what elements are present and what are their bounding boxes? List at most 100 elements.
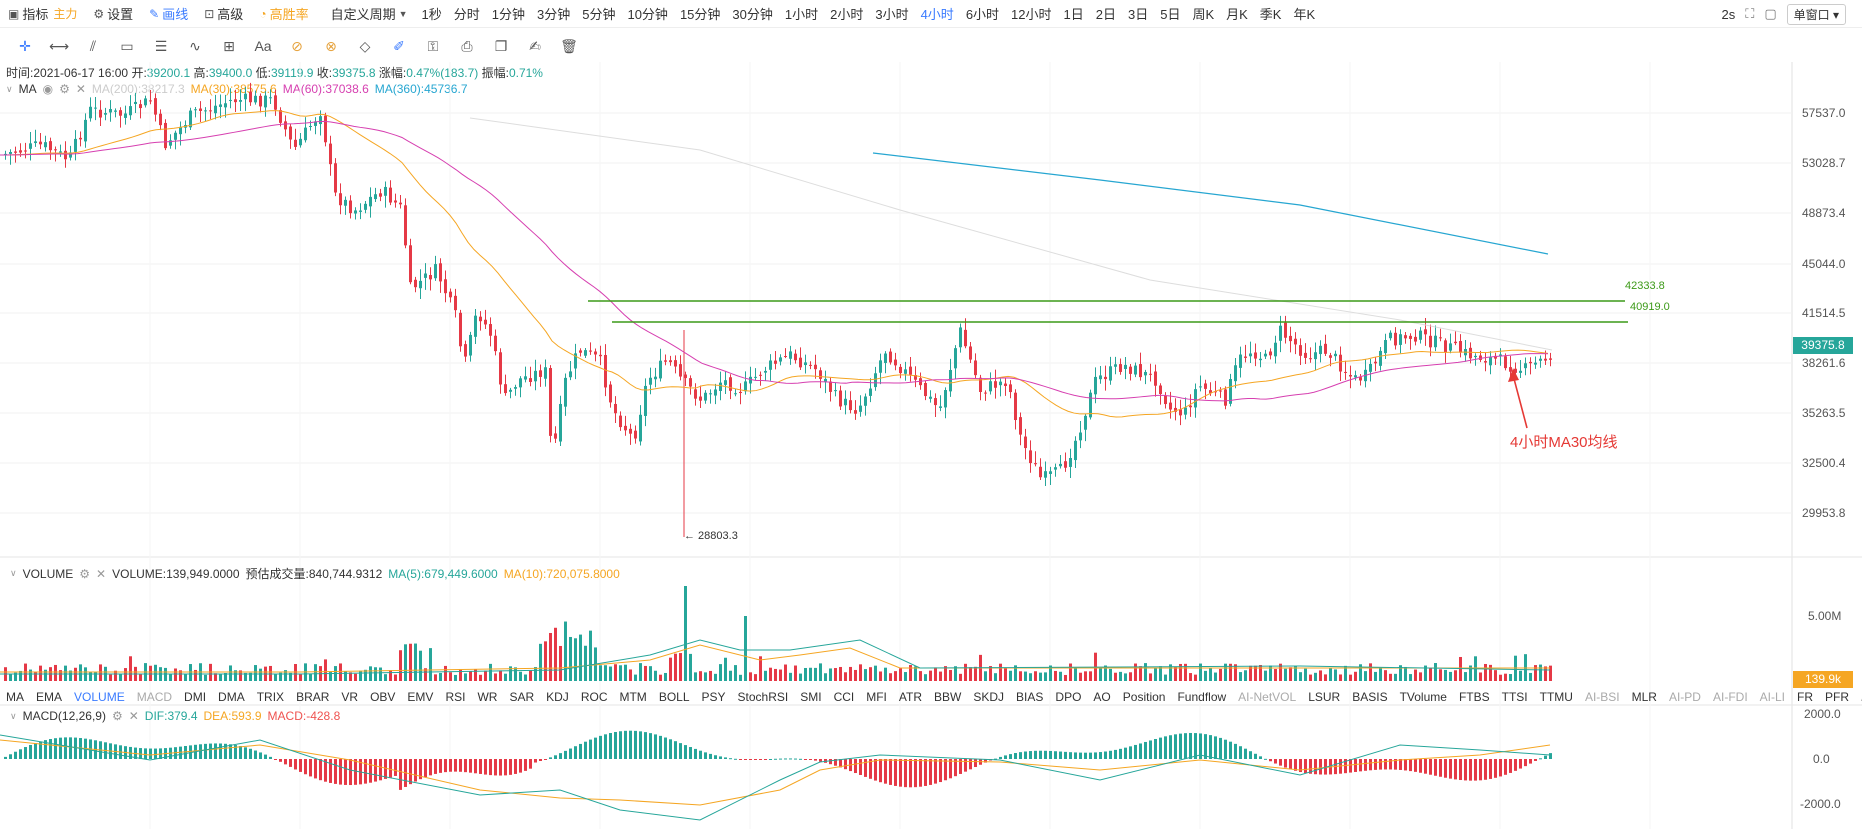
ruler-tool-icon[interactable]: ◇ bbox=[359, 37, 371, 54]
period-tab[interactable]: 年K bbox=[1293, 7, 1316, 22]
delete-last-icon[interactable]: ⎙ bbox=[461, 37, 473, 54]
indicator-tab[interactable]: AI-PD bbox=[1668, 690, 1701, 704]
indicator-tab[interactable]: BRAR bbox=[296, 690, 330, 704]
indicator-tab[interactable]: AI-FDI bbox=[1712, 690, 1748, 704]
period-tab[interactable]: 季K bbox=[1259, 7, 1282, 22]
text-tool-icon[interactable]: Aa bbox=[254, 38, 272, 54]
trash-icon[interactable]: 🗑 bbox=[560, 37, 578, 54]
rectangle-tool-icon[interactable]: ▭ bbox=[120, 37, 134, 54]
indicator-tab[interactable]: KDJ bbox=[546, 690, 569, 704]
indicator-tab[interactable]: ATR bbox=[898, 690, 923, 704]
period-tab[interactable]: 周K bbox=[1192, 7, 1215, 22]
indicator-tab[interactable]: BASIS bbox=[1352, 690, 1388, 704]
indicator-tab[interactable]: TTSI bbox=[1501, 690, 1528, 704]
indicator-tab[interactable]: TRIX bbox=[256, 690, 285, 704]
indicator-tab[interactable]: SAR bbox=[509, 690, 535, 704]
indicator-tab[interactable]: RSI bbox=[445, 690, 466, 704]
indicator-tab[interactable]: BBW bbox=[934, 690, 962, 704]
indicator-tab[interactable]: SMI bbox=[800, 690, 822, 704]
indicator-tab[interactable]: PSY bbox=[701, 690, 726, 704]
indicator-tab[interactable]: EMA bbox=[36, 690, 63, 704]
advanced-button[interactable]: ⊡ 高级 bbox=[204, 6, 244, 23]
indicator-tab[interactable]: AI-BSI bbox=[1584, 690, 1620, 704]
period-tab[interactable]: 2小时 bbox=[830, 7, 864, 22]
indicator-tab[interactable]: TVolume bbox=[1399, 690, 1447, 704]
indicator-tab[interactable]: AI-NetVOL bbox=[1238, 690, 1297, 704]
period-tab[interactable]: 4小时 bbox=[920, 7, 954, 22]
period-tab[interactable]: 12小时 bbox=[1011, 7, 1052, 22]
magnet-weak-icon[interactable]: ⊘ bbox=[291, 37, 303, 54]
gear-icon[interactable]: ⚙ bbox=[111, 709, 123, 723]
indicator-tab[interactable]: MTM bbox=[619, 690, 647, 704]
horizontal-line-tool-icon[interactable]: ⟷ bbox=[48, 37, 70, 54]
period-tab[interactable]: 15分钟 bbox=[679, 7, 721, 22]
wave-tool-icon[interactable]: ∿ bbox=[189, 37, 201, 54]
period-tab[interactable]: 3日 bbox=[1127, 7, 1149, 22]
trend-line-tool-icon[interactable]: ⫽ bbox=[89, 37, 97, 54]
indicator-tab[interactable]: WR bbox=[477, 690, 498, 704]
screenshot-icon[interactable]: ▢ bbox=[1764, 6, 1777, 21]
indicator-tab[interactable]: VR bbox=[341, 690, 359, 704]
indicator-tab[interactable]: LSUR bbox=[1308, 690, 1341, 704]
period-tab[interactable]: 1秒 bbox=[421, 7, 442, 22]
indicator-tab[interactable]: ROC bbox=[580, 690, 608, 704]
indicator-tab[interactable]: CCI bbox=[833, 690, 855, 704]
indicator-tab[interactable]: VOLUME bbox=[74, 690, 125, 704]
parallel-channel-tool-icon[interactable]: ☰ bbox=[154, 37, 168, 54]
indicator-tab[interactable]: Fundflow bbox=[1177, 690, 1227, 704]
draw-line-button[interactable]: ✎ 画线 bbox=[149, 6, 189, 23]
indicator-tab[interactable]: PFR bbox=[1825, 690, 1849, 704]
indicator-tab[interactable]: DMA bbox=[218, 690, 245, 704]
indicator-tab[interactable]: FTBS bbox=[1458, 690, 1490, 704]
indicator-tab[interactable]: MFI bbox=[866, 690, 887, 704]
window-select[interactable]: 单窗口 ▾ bbox=[1786, 3, 1846, 25]
indicator-tab[interactable]: BOLL bbox=[658, 690, 690, 704]
collapse-chevron-icon[interactable]: ∨ bbox=[10, 710, 17, 721]
keep-drawing-icon[interactable]: ✐ bbox=[393, 37, 405, 54]
measure-tool-icon[interactable]: ⊞ bbox=[223, 37, 235, 54]
period-tab[interactable]: 月K bbox=[1226, 7, 1248, 22]
indicator-tab[interactable]: TTMU bbox=[1539, 690, 1573, 704]
high-winrate-button[interactable]: ◔ 高胜率 bbox=[259, 6, 309, 23]
indicator-tab[interactable]: MLR bbox=[1631, 690, 1657, 704]
period-tab[interactable]: 1分钟 bbox=[491, 7, 525, 22]
indicator-tab[interactable]: BIAS bbox=[1016, 690, 1044, 704]
close-icon[interactable]: ✕ bbox=[128, 709, 139, 723]
magnet-strong-icon[interactable]: ⊗ bbox=[325, 37, 337, 54]
refresh-interval[interactable]: 2s bbox=[1721, 6, 1736, 22]
crosshair-tool-icon[interactable]: ✛ bbox=[19, 37, 31, 54]
indicator-tab[interactable]: MACD bbox=[136, 690, 173, 704]
indicator-tab[interactable]: FR bbox=[1797, 690, 1813, 704]
indicator-tab[interactable]: DMI bbox=[184, 690, 207, 704]
period-tab[interactable]: 6小时 bbox=[965, 7, 1000, 22]
period-tab[interactable]: 1日 bbox=[1063, 7, 1084, 22]
eye-icon[interactable]: ◉ bbox=[42, 82, 54, 96]
close-icon[interactable]: ✕ bbox=[96, 566, 107, 581]
indicator-tab[interactable]: AI-LI bbox=[1759, 690, 1785, 704]
indicator-tab[interactable]: AI-BST bbox=[1855, 690, 1862, 704]
collapse-chevron-icon[interactable]: ∨ bbox=[10, 568, 17, 578]
indicator-tab[interactable]: Position bbox=[1122, 690, 1166, 704]
gear-icon[interactable]: ⚙ bbox=[59, 82, 70, 96]
period-tab[interactable]: 2日 bbox=[1095, 7, 1116, 22]
collapse-chevron-icon[interactable]: ∨ bbox=[6, 83, 13, 94]
close-icon[interactable]: ✕ bbox=[75, 82, 86, 96]
indicator-tab[interactable]: EMV bbox=[407, 690, 434, 704]
indicator-tab[interactable]: AO bbox=[1093, 690, 1111, 704]
indicator-tab[interactable]: MA bbox=[6, 690, 24, 704]
period-tab[interactable]: 5分钟 bbox=[582, 7, 616, 22]
period-tab[interactable]: 1小时 bbox=[784, 7, 819, 22]
edit-drawings-icon[interactable]: ✍ bbox=[529, 37, 541, 54]
period-tab[interactable]: 3小时 bbox=[875, 7, 909, 22]
copy-drawings-icon[interactable]: ❐ bbox=[494, 37, 508, 54]
indicator-tab[interactable]: StochRSI bbox=[737, 690, 789, 704]
settings-button[interactable]: ⚙ 设置 bbox=[93, 6, 134, 23]
indicator-tab[interactable]: SKDJ bbox=[973, 690, 1005, 704]
period-tab[interactable]: 3分钟 bbox=[537, 7, 571, 22]
period-tab[interactable]: 分时 bbox=[453, 7, 480, 22]
period-tab[interactable]: 5日 bbox=[1160, 7, 1181, 22]
indicator-button[interactable]: ▣ 指标 主力 bbox=[8, 6, 78, 23]
custom-period-dropdown[interactable]: 自定义周期 ▼ bbox=[330, 7, 408, 22]
period-tab[interactable]: 10分钟 bbox=[627, 7, 668, 22]
indicator-tab[interactable]: DPO bbox=[1055, 690, 1082, 704]
